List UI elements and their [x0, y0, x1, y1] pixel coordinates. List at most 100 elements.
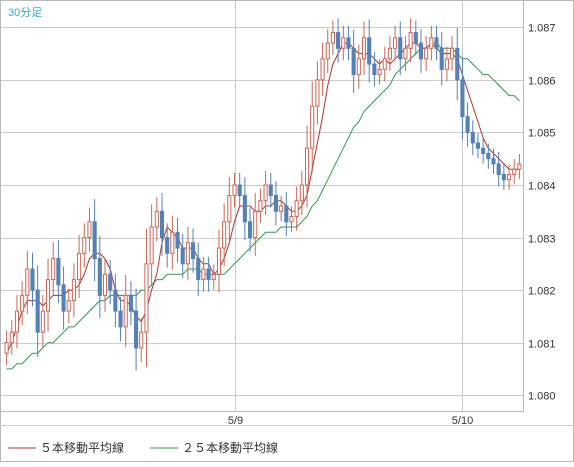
- candle-down: [196, 258, 201, 281]
- candle-up: [387, 47, 392, 60]
- candle-down: [268, 184, 273, 196]
- candle-down: [242, 194, 247, 223]
- candle-up: [424, 47, 429, 60]
- candle-up: [139, 331, 144, 349]
- candle-down: [30, 268, 35, 291]
- candle-down: [35, 289, 40, 333]
- candle-up: [429, 37, 434, 49]
- candle-down: [470, 131, 475, 144]
- candle-down: [108, 273, 113, 291]
- candle-down: [92, 221, 97, 260]
- candle-down: [372, 63, 377, 76]
- candle-down: [486, 152, 491, 160]
- legend-ma5-label: ５本移動平均線: [40, 440, 124, 455]
- candle-up: [304, 147, 310, 186]
- candle-down: [336, 32, 341, 49]
- candle-down: [56, 258, 61, 286]
- candle-up: [289, 216, 294, 223]
- candle-up: [512, 168, 517, 175]
- candle-up: [40, 310, 45, 333]
- candle-down: [434, 37, 439, 49]
- candle-up: [506, 173, 512, 181]
- candle-down: [61, 284, 66, 312]
- candle-up: [377, 68, 382, 76]
- candle-up: [253, 210, 258, 239]
- candle-up: [517, 163, 522, 170]
- candle-down: [501, 173, 506, 181]
- y-axis-tick-labels: 1.080 1.081 1.082 1.083 1.084 1.085 1.086 1.087: [528, 23, 556, 403]
- legend-ma25-label: ２５本移動平均線: [182, 440, 278, 455]
- candle-up: [144, 263, 149, 333]
- candle-up: [232, 184, 237, 196]
- candle-down: [367, 37, 372, 65]
- candle-up: [315, 79, 320, 107]
- candle-up: [408, 32, 413, 49]
- candle-up: [66, 300, 71, 312]
- candle-up: [170, 231, 175, 254]
- ma5-line-group: [6, 42, 520, 354]
- timeframe-label: 30分足: [8, 6, 42, 19]
- candle-up: [201, 268, 206, 281]
- candle-down: [118, 310, 123, 328]
- candle-down: [346, 37, 351, 49]
- candle-down: [351, 47, 356, 76]
- candle-up: [294, 200, 299, 218]
- candle-down: [206, 268, 211, 281]
- candle-up: [310, 105, 315, 149]
- y-tick-label: 1.080: [528, 391, 556, 403]
- y-tick-label: 1.084: [528, 181, 556, 193]
- candle-down: [175, 231, 180, 249]
- candle-up: [263, 184, 268, 202]
- x-tick-label: 5/9: [228, 415, 243, 427]
- grid: [1, 1, 523, 411]
- y-tick-label: 1.087: [528, 23, 556, 35]
- candle-up: [216, 247, 222, 275]
- candles: [4, 18, 522, 371]
- candle-up: [325, 42, 330, 60]
- candle-down: [273, 194, 279, 212]
- candle-up: [393, 37, 398, 49]
- candle-up: [82, 237, 87, 254]
- candle-down: [247, 221, 253, 239]
- y-tick-label: 1.085: [528, 128, 556, 140]
- candle-up: [9, 331, 14, 344]
- candle-down: [465, 116, 470, 133]
- candle-up: [51, 258, 56, 281]
- candle-down: [191, 242, 196, 260]
- y-tick-label: 1.083: [528, 234, 556, 246]
- legend: ５本移動平均線 ２５本移動平均線: [8, 440, 278, 455]
- candle-down: [398, 37, 403, 60]
- candle-up: [356, 58, 361, 76]
- candle-up: [299, 184, 304, 202]
- candle-down: [165, 237, 170, 254]
- candle-up: [4, 342, 9, 354]
- candle-down: [180, 247, 185, 265]
- x-axis-tick-labels: 5/9 5/10: [228, 415, 473, 427]
- candle-up: [25, 268, 30, 296]
- candle-down: [475, 142, 481, 149]
- candle-up: [20, 294, 25, 312]
- candle-up: [77, 252, 82, 281]
- y-tick-label: 1.082: [528, 286, 556, 298]
- candle-down: [460, 79, 465, 118]
- candle-down: [439, 47, 444, 70]
- candle-down: [496, 163, 501, 175]
- candle-up: [403, 47, 408, 60]
- candle-down: [413, 32, 418, 44]
- candle-up: [341, 37, 346, 49]
- candle-up: [279, 205, 284, 212]
- candle-up: [87, 221, 92, 239]
- candle-down: [97, 258, 102, 296]
- candle-up: [149, 226, 154, 265]
- y-tick-label: 1.081: [528, 339, 556, 351]
- candle-down: [159, 210, 165, 239]
- candle-up: [102, 273, 108, 296]
- candle-up: [444, 58, 449, 70]
- candle-up: [154, 210, 159, 228]
- candle-down: [284, 205, 289, 223]
- candle-down: [134, 310, 139, 349]
- candle-up: [222, 221, 227, 249]
- ma5-line: [6, 42, 520, 354]
- candle-up: [258, 200, 263, 212]
